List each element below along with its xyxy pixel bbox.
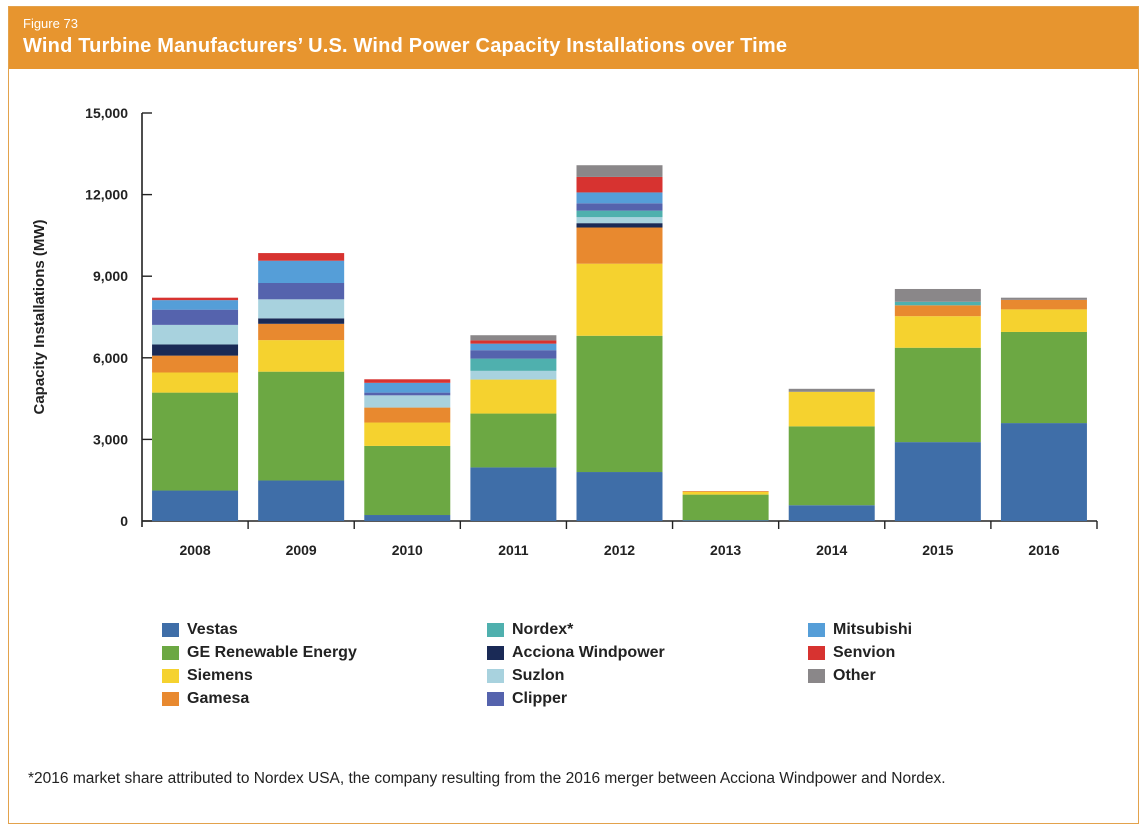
bar-segment bbox=[1000, 297, 1087, 300]
figure-title: Wind Turbine Manufacturers’ U.S. Wind Po… bbox=[23, 35, 788, 57]
bar-segment bbox=[258, 318, 345, 324]
x-tick-label: 2015 bbox=[922, 542, 953, 558]
bar-segment bbox=[364, 382, 451, 393]
bar-segment bbox=[788, 388, 875, 392]
bar-segment bbox=[1000, 331, 1087, 424]
x-tick-label: 2010 bbox=[392, 542, 423, 558]
bar-segment bbox=[576, 263, 663, 336]
bar-segment bbox=[894, 305, 981, 317]
x-tick-label: 2009 bbox=[286, 542, 317, 558]
x-tick-label: 2011 bbox=[498, 542, 529, 558]
bar-segment bbox=[1000, 299, 1087, 310]
bar-segment bbox=[1000, 309, 1087, 332]
x-tick-label: 2016 bbox=[1028, 542, 1059, 558]
bar-segment bbox=[152, 355, 239, 373]
bar-segment bbox=[470, 358, 557, 371]
bar-segment bbox=[364, 379, 451, 383]
bar-segment bbox=[470, 350, 557, 359]
y-tick-label: 0 bbox=[120, 513, 128, 529]
y-tick-label: 12,000 bbox=[85, 187, 128, 203]
bar-segment bbox=[894, 347, 981, 443]
bar-segment bbox=[788, 391, 875, 427]
figure-number: Figure 73 bbox=[23, 16, 78, 31]
bar-segment bbox=[364, 445, 451, 516]
bar-segment bbox=[894, 442, 981, 521]
y-tick-label: 6,000 bbox=[93, 350, 128, 366]
bar-segment bbox=[152, 324, 239, 345]
bar-segment bbox=[894, 288, 981, 302]
bar-segment bbox=[470, 340, 557, 344]
bar-segment bbox=[788, 505, 875, 521]
bar-segment bbox=[576, 223, 663, 228]
bar-segment bbox=[364, 392, 451, 396]
bar-segment bbox=[258, 283, 345, 300]
y-axis-title: Capacity Installations (MW) bbox=[31, 219, 48, 414]
figure-header: Figure 73 Wind Turbine Manufacturers’ U.… bbox=[9, 7, 1138, 69]
bar-segment bbox=[576, 335, 663, 473]
x-tick-label: 2013 bbox=[710, 542, 741, 558]
bar-segment bbox=[258, 323, 345, 341]
bar-segment bbox=[682, 494, 769, 521]
bar-segment bbox=[152, 372, 239, 393]
bar-segment bbox=[152, 309, 239, 325]
bar-segment bbox=[470, 370, 557, 380]
bar-segment bbox=[576, 210, 663, 218]
x-tick-label: 2012 bbox=[604, 542, 635, 558]
bar-segment bbox=[788, 426, 875, 506]
y-tick-label: 15,000 bbox=[85, 105, 128, 121]
bar-segment bbox=[152, 490, 239, 521]
bar-segment bbox=[894, 316, 981, 348]
x-tick-label: 2014 bbox=[816, 542, 847, 558]
y-tick-label: 3,000 bbox=[93, 431, 128, 447]
bar-segment bbox=[258, 260, 345, 283]
bar-segment bbox=[576, 227, 663, 264]
bar-segment bbox=[576, 472, 663, 521]
bar-segment bbox=[364, 422, 451, 446]
bar-segment bbox=[470, 379, 557, 414]
bar-segment bbox=[1000, 423, 1087, 521]
bar-segment bbox=[152, 344, 239, 356]
bar-segment bbox=[470, 343, 557, 351]
bar-segment bbox=[258, 371, 345, 481]
bar-segment bbox=[682, 520, 769, 521]
bar-segment bbox=[258, 253, 345, 261]
bar-segment bbox=[364, 515, 451, 521]
bar-segment bbox=[470, 467, 557, 521]
bar-segment bbox=[364, 395, 451, 408]
bar-segment bbox=[682, 491, 769, 492]
footnote: *2016 market share attributed to Nordex … bbox=[28, 770, 946, 787]
bar-segment bbox=[682, 491, 769, 495]
bar-segment bbox=[470, 335, 557, 341]
bar-segment bbox=[576, 203, 663, 211]
bar-segment bbox=[152, 392, 239, 491]
bar-segment bbox=[258, 480, 345, 521]
bar-segment bbox=[576, 176, 663, 193]
bar-segment bbox=[576, 192, 663, 204]
bar-segment bbox=[470, 413, 557, 468]
bar-segment bbox=[258, 340, 345, 372]
bar-segment bbox=[894, 301, 981, 306]
bar-segment bbox=[152, 300, 239, 310]
bar-segment bbox=[258, 299, 345, 319]
bar-segment bbox=[152, 297, 239, 301]
bar-segment bbox=[576, 217, 663, 224]
x-tick-label: 2008 bbox=[179, 542, 210, 558]
bar-segment bbox=[576, 165, 663, 177]
y-tick-label: 9,000 bbox=[93, 268, 128, 284]
bar-segment bbox=[364, 407, 451, 423]
